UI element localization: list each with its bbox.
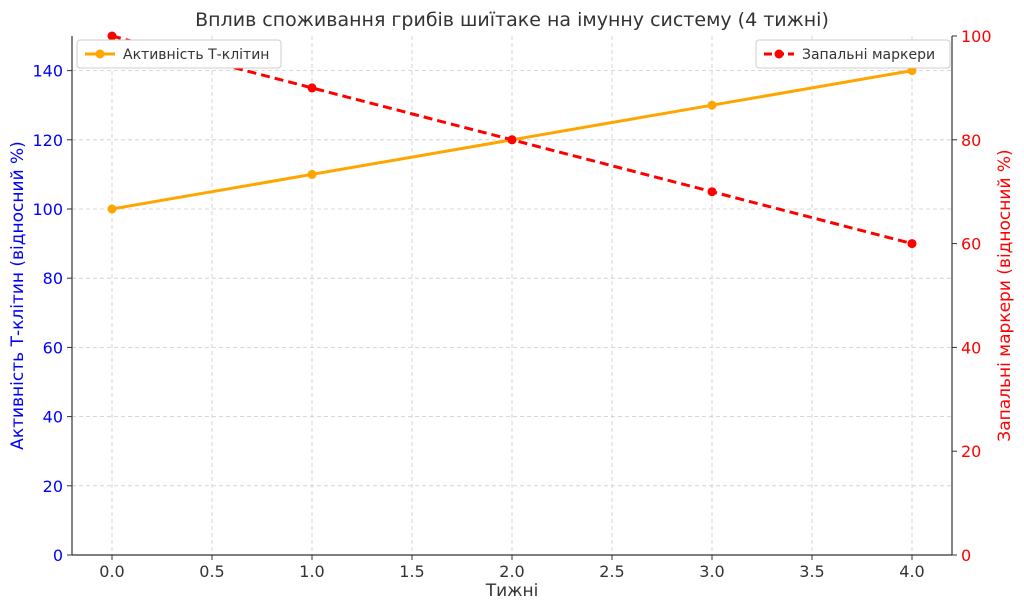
left-tick-label: 60: [43, 338, 63, 357]
grid: [72, 36, 952, 556]
left-tick-label: 20: [43, 477, 63, 496]
x-tick-label: 3.0: [699, 562, 724, 581]
legend-right-box: [755, 39, 951, 69]
x-tick-label: 1.0: [299, 562, 324, 581]
x-tick-label: 3.5: [799, 562, 824, 581]
left-tick-label: 80: [43, 269, 63, 288]
x-tick-label: 0.5: [199, 562, 224, 581]
series-1-point: [707, 187, 717, 197]
x-tick-label: 0.0: [99, 562, 124, 581]
left-tick-label: 0: [53, 546, 63, 565]
chart-title: Вплив споживання грибів шиїтаке на імунн…: [195, 9, 829, 31]
x-axis-label: Тижні: [485, 581, 539, 601]
series-1-point: [907, 239, 917, 249]
legend-left-box: [76, 39, 282, 69]
series-1-point: [307, 83, 317, 93]
right-tick-label: 60: [961, 235, 981, 254]
right-tick-label: 80: [961, 131, 981, 150]
legend-right-label: Запальні маркери: [802, 47, 935, 63]
left-tick-label: 140: [32, 62, 63, 81]
legend-temperature-series: Активність Т-клітин: [76, 39, 282, 69]
series-0-point: [107, 204, 117, 214]
x-tick-label: 2.5: [599, 562, 624, 581]
right-tick-label: 40: [961, 338, 981, 357]
left-tick-label: 100: [32, 200, 63, 219]
left-axis-label: Активність Т-клітин (відносний %): [8, 141, 28, 450]
right-tick-label: 0: [961, 546, 971, 565]
left-tick-label: 40: [43, 408, 63, 427]
x-tick-label: 4.0: [899, 562, 924, 581]
series-layer: [107, 31, 917, 249]
right-tick-label: 20: [961, 442, 981, 461]
legend-inflammation-series: Запальні маркери: [755, 39, 951, 69]
right-tick-label: 100: [961, 27, 992, 46]
x-tick-label: 2.0: [499, 562, 524, 581]
series-1-point: [107, 31, 117, 41]
series-1-point: [507, 135, 517, 145]
series-0-point: [707, 100, 717, 110]
x-tick-label: 1.5: [399, 562, 424, 581]
series-0-point: [307, 169, 317, 179]
legend-right-marker: [774, 49, 784, 59]
left-tick-label: 120: [32, 131, 63, 150]
ticks: 0.0 0.5 1.0 1.5 2.0 2.5 3.0 3.5 4.0 0 20 40 60 80 100 1…: [32, 27, 991, 581]
legend-left-label: Активність Т-клітин: [123, 47, 269, 63]
right-axis-label: Запальні маркери (відносний %): [995, 149, 1015, 441]
legend-left-marker: [95, 49, 105, 59]
